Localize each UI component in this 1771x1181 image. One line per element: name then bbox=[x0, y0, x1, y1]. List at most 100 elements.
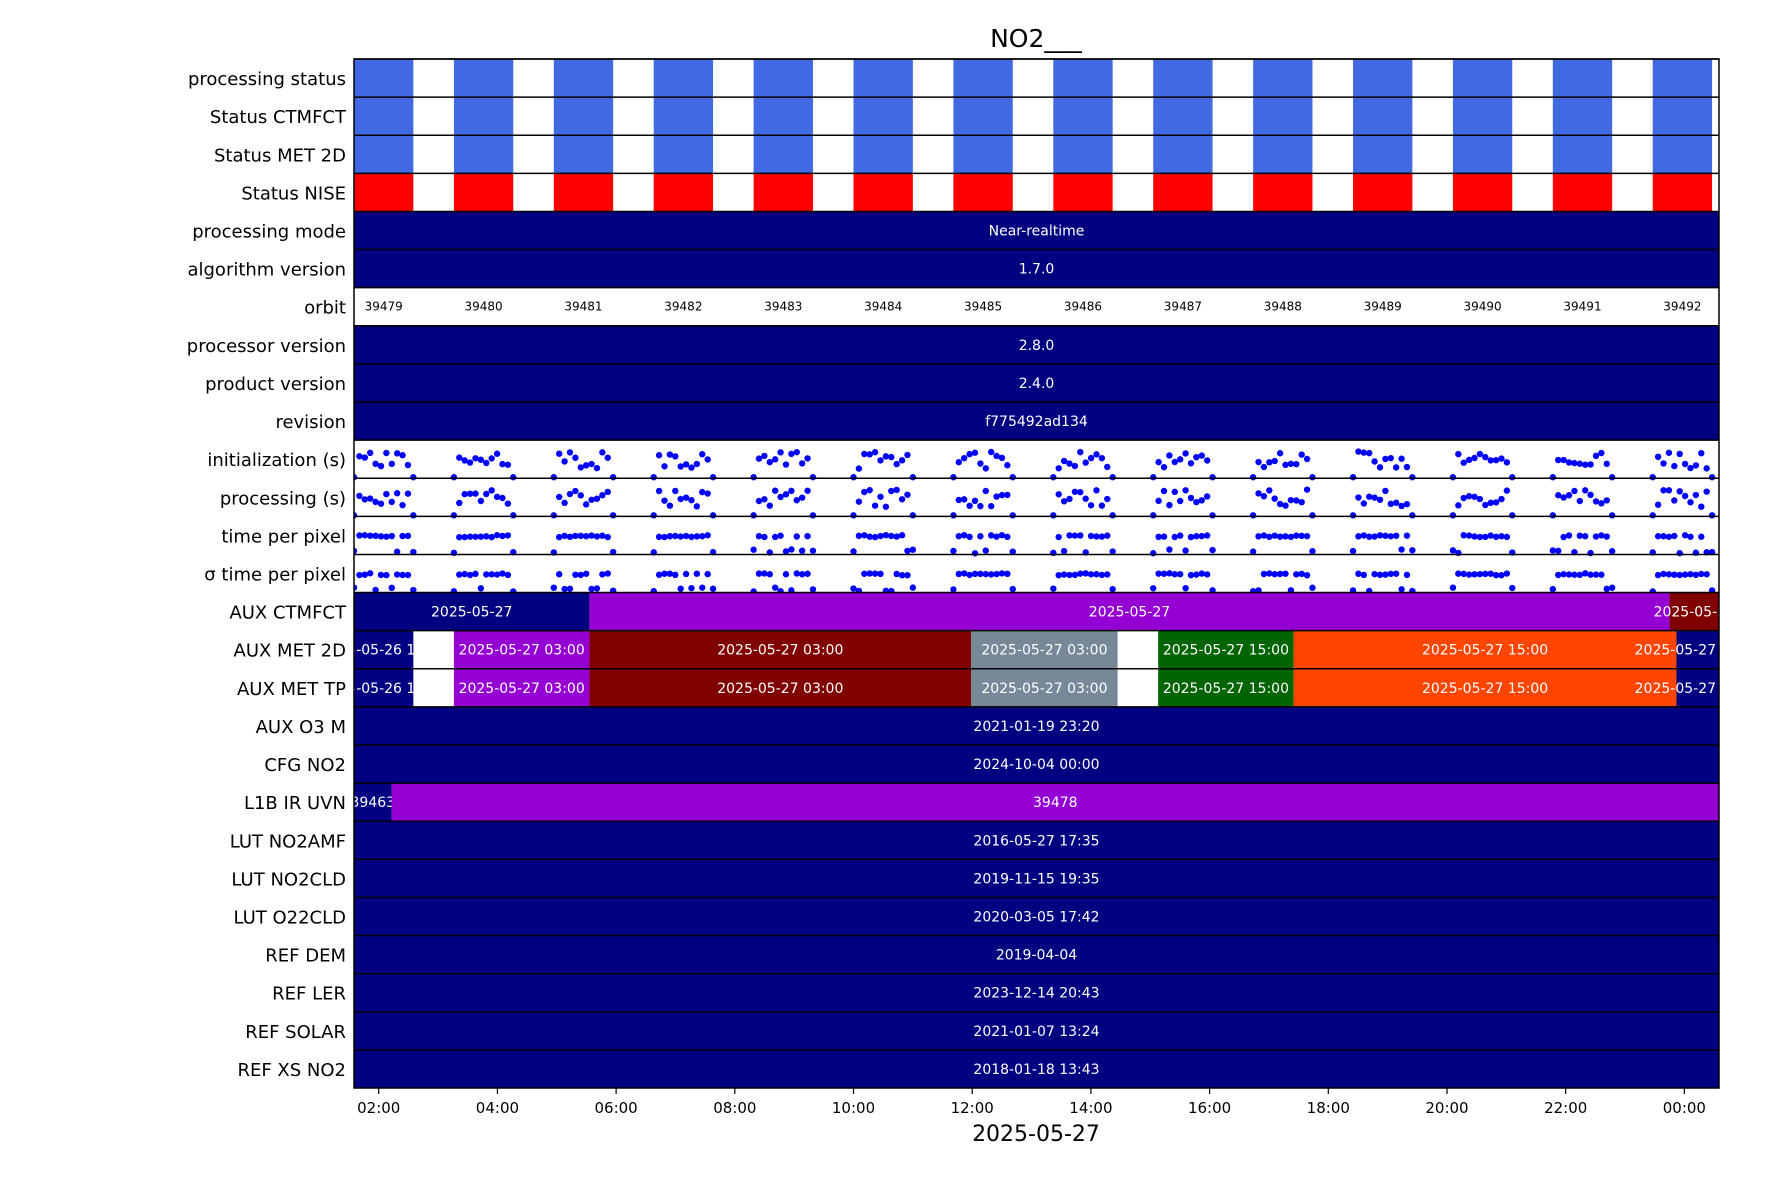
timing-point bbox=[1403, 571, 1411, 579]
timing-point bbox=[372, 532, 379, 540]
timing-point bbox=[1276, 500, 1284, 508]
timing-point bbox=[393, 450, 401, 457]
timing-point bbox=[1176, 570, 1184, 578]
timing-point bbox=[472, 490, 479, 497]
plot-frame bbox=[353, 58, 1720, 1089]
timing-point bbox=[666, 570, 674, 577]
status-bar bbox=[1253, 59, 1313, 98]
timing-point bbox=[388, 584, 395, 592]
segment-bar bbox=[354, 211, 1719, 250]
timing-point bbox=[1660, 570, 1667, 578]
orbit-label: 39487 bbox=[1164, 300, 1202, 314]
segment-label: Near-realtime bbox=[989, 224, 1085, 240]
timing-point bbox=[593, 495, 601, 502]
segment-label: 2025-05-27 bbox=[1089, 605, 1170, 621]
timing-point bbox=[456, 499, 463, 507]
timing-point bbox=[672, 487, 679, 495]
timing-point bbox=[599, 532, 606, 539]
timing-point bbox=[893, 486, 900, 494]
timing-point bbox=[456, 571, 463, 578]
timing-point bbox=[771, 533, 779, 541]
timing-point bbox=[582, 532, 590, 540]
segment-label: 2016-05-27 17:35 bbox=[973, 833, 1099, 849]
timing-point bbox=[993, 533, 1000, 540]
timing-point bbox=[456, 533, 463, 541]
status-bar bbox=[1053, 97, 1113, 136]
timing-point bbox=[1576, 497, 1584, 505]
timing-point bbox=[566, 490, 574, 498]
row-label: processing mode bbox=[192, 222, 346, 243]
timing-point bbox=[461, 490, 468, 498]
timing-point bbox=[1071, 488, 1079, 495]
status-bar bbox=[354, 59, 414, 98]
timing-point bbox=[1171, 488, 1178, 496]
status-bar bbox=[553, 135, 614, 174]
timing-point bbox=[504, 461, 512, 468]
timing-point bbox=[1271, 571, 1278, 578]
timing-point bbox=[1271, 495, 1278, 502]
timing-point bbox=[1509, 474, 1516, 481]
timing-point bbox=[955, 496, 963, 504]
timing-point bbox=[1692, 571, 1700, 579]
timing-point bbox=[1560, 571, 1567, 578]
segment-bar bbox=[354, 668, 414, 707]
timing-point bbox=[1471, 493, 1478, 500]
timing-point bbox=[1581, 570, 1589, 577]
timing-point bbox=[782, 548, 790, 555]
timing-point bbox=[898, 496, 906, 503]
row-label: time per pixel bbox=[221, 526, 346, 547]
timing-point bbox=[1449, 584, 1457, 591]
segment-label: 39478 bbox=[1033, 795, 1078, 811]
timing-point bbox=[1455, 570, 1462, 577]
timing-point bbox=[898, 457, 906, 464]
timing-point bbox=[1465, 493, 1473, 500]
timing-point bbox=[377, 533, 385, 540]
timing-point bbox=[1549, 474, 1557, 481]
timing-point bbox=[1093, 571, 1100, 578]
timing-point bbox=[909, 512, 917, 519]
timing-point bbox=[1276, 450, 1284, 457]
timing-point bbox=[1187, 533, 1195, 541]
timing-point bbox=[1460, 459, 1467, 466]
timing-point bbox=[1055, 491, 1062, 498]
status-bar bbox=[1552, 135, 1613, 174]
segment-bar bbox=[1676, 668, 1719, 707]
x-tick-label: 02:00 bbox=[357, 1099, 400, 1117]
timing-point bbox=[1155, 497, 1162, 505]
timing-point bbox=[1498, 572, 1505, 579]
timing-point bbox=[366, 570, 374, 577]
timing-point bbox=[693, 503, 701, 510]
timing-point bbox=[1687, 570, 1694, 578]
timing-point bbox=[888, 532, 895, 540]
timing-point bbox=[361, 454, 368, 461]
timing-point bbox=[1598, 500, 1605, 507]
timing-point bbox=[1698, 533, 1705, 540]
segment-label: 2025-05-27 15:00 bbox=[1422, 681, 1548, 697]
segment-bar bbox=[354, 859, 1719, 898]
timing-point bbox=[966, 533, 973, 541]
timing-point bbox=[555, 493, 563, 501]
timing-point bbox=[771, 584, 779, 591]
timing-point bbox=[1298, 498, 1305, 506]
timing-point bbox=[604, 454, 611, 461]
timing-point bbox=[672, 453, 679, 460]
status-bar bbox=[753, 59, 813, 98]
timing-point bbox=[588, 496, 595, 503]
timing-point bbox=[771, 456, 779, 463]
timing-point bbox=[1587, 461, 1594, 468]
timing-point bbox=[1587, 571, 1594, 578]
timing-point bbox=[1371, 533, 1378, 540]
timing-point bbox=[1209, 546, 1216, 554]
timing-point bbox=[809, 474, 817, 481]
timing-point bbox=[982, 465, 989, 472]
timing-point bbox=[388, 460, 395, 468]
timing-point bbox=[456, 454, 463, 461]
timing-point bbox=[998, 454, 1006, 462]
timing-point bbox=[1255, 490, 1262, 497]
timing-point bbox=[1509, 584, 1516, 592]
timing-point bbox=[682, 461, 690, 468]
timing-point bbox=[1665, 571, 1673, 578]
orbit-label: 39482 bbox=[664, 300, 702, 314]
timing-point bbox=[1271, 457, 1278, 465]
timing-point bbox=[1703, 488, 1710, 495]
